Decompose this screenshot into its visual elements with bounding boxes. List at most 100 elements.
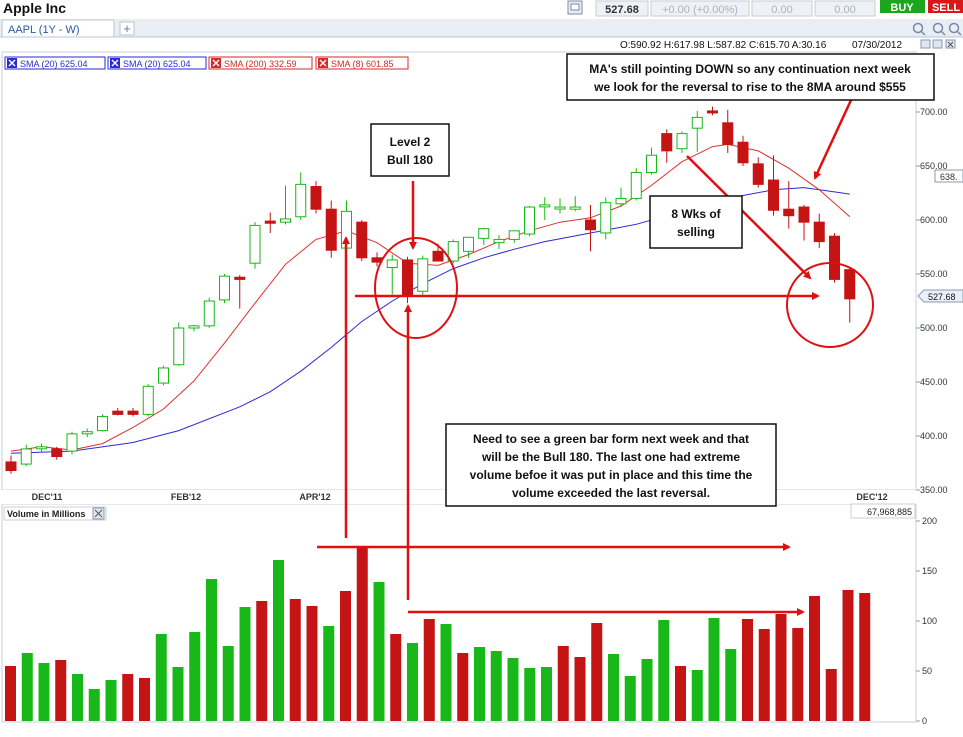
candle <box>691 110 703 152</box>
candle <box>752 157 764 188</box>
candle-body-down <box>752 163 764 185</box>
volume-bar <box>557 646 569 721</box>
candle-body-up <box>219 275 230 301</box>
candle <box>798 204 810 241</box>
print-icon[interactable] <box>567 0 583 15</box>
volume-bar <box>608 654 619 721</box>
callout-selling-line1: 8 Wks of <box>671 207 721 221</box>
volume-bar <box>574 657 586 721</box>
candle <box>569 196 581 212</box>
panel-close-icon[interactable] <box>945 39 956 49</box>
candle-body-up <box>97 416 108 432</box>
indicator-sma8-label: SMA (8) 601.85 <box>331 59 394 69</box>
volume-close-icon[interactable] <box>92 507 105 520</box>
candle <box>325 200 337 258</box>
candle-body-down <box>264 220 276 224</box>
candle-body-up <box>66 433 78 452</box>
callout-ma-line1: MA's still pointing DOWN so any continua… <box>589 62 911 76</box>
indicator-sma20-a[interactable]: SMA (20) 625.04 <box>4 56 106 70</box>
volume-bar <box>541 667 552 721</box>
candle <box>127 407 139 417</box>
candle <box>707 106 718 116</box>
volume-bar <box>289 599 301 721</box>
callout-green-bar-line2: will be the Bull 180. The last one had e… <box>481 450 740 464</box>
candle <box>844 267 856 323</box>
volume-bar <box>825 669 837 721</box>
candle <box>356 220 368 262</box>
candle-body-up <box>36 446 47 450</box>
candle <box>783 181 795 229</box>
candle-body-down <box>737 141 749 164</box>
candle-body-down <box>844 269 856 300</box>
volume-bar <box>172 667 184 721</box>
callout-green-bar-line4: volume exceeded the last reversal. <box>512 486 710 500</box>
price-tick-label: 700.00 <box>920 107 948 117</box>
candle <box>417 255 429 295</box>
volume-bar <box>356 546 368 721</box>
date-tick-label: DEC'11 <box>32 492 63 502</box>
sell-button[interactable]: SELL <box>928 0 963 14</box>
indicator-sma200[interactable]: SMA (200) 332.59 <box>208 56 313 70</box>
tab-strip <box>0 19 963 37</box>
candle <box>203 297 215 328</box>
candle <box>295 172 307 220</box>
panel-maximize-icon[interactable] <box>932 39 943 49</box>
candle-body-up <box>646 154 657 173</box>
add-tab-button[interactable]: + <box>119 21 135 36</box>
candle <box>264 212 276 233</box>
volume-bar <box>792 628 804 721</box>
volume-tick-label: 150 <box>922 566 937 576</box>
candle-body-down <box>356 221 368 259</box>
candle <box>81 428 93 438</box>
volume-bar <box>5 666 16 721</box>
volume-bar <box>189 632 201 721</box>
price-change: +0.00 (+0.00%) <box>662 4 738 16</box>
candle <box>234 275 246 309</box>
search-icon[interactable] <box>948 22 962 36</box>
candle-body-up <box>447 241 459 262</box>
volume-bar <box>691 670 703 721</box>
volume-bar <box>842 590 854 721</box>
reversal-circle-right <box>786 262 874 348</box>
panel-restore-icon[interactable] <box>920 39 931 49</box>
candle-body-up <box>81 431 93 435</box>
candle-body-down <box>112 410 124 415</box>
candle-body-up <box>524 206 535 235</box>
candle-body-up <box>463 236 474 252</box>
volume-tick-label: 0 <box>922 716 927 726</box>
volume-bars <box>5 546 871 721</box>
candle <box>661 129 673 163</box>
volume-bar <box>859 593 871 721</box>
zoom-out-icon[interactable] <box>932 22 946 36</box>
candle <box>478 227 490 245</box>
buy-button-label: BUY <box>890 2 914 14</box>
candle-body-up <box>20 448 32 465</box>
volume-bar <box>21 653 33 721</box>
candle-body-up <box>493 238 505 244</box>
date-tick-label: FEB'12 <box>171 492 201 502</box>
indicator-sma8[interactable]: SMA (8) 601.85 <box>315 56 409 70</box>
zoom-in-icon[interactable] <box>912 22 926 36</box>
volume-bar <box>809 596 820 721</box>
candle <box>676 131 688 154</box>
candle <box>493 235 505 250</box>
indicator-sma20-b[interactable]: SMA (20) 625.04 <box>107 56 207 70</box>
volume-bar <box>742 619 753 721</box>
callout-selling: 8 Wks of selling <box>649 195 743 249</box>
candle-body-up <box>630 171 642 199</box>
price-tick-label: 350.00 <box>920 485 948 495</box>
sma8-line <box>10 143 851 452</box>
candle <box>447 239 459 264</box>
callout-selling-line2: selling <box>677 225 715 239</box>
volume-bar <box>139 678 150 721</box>
candle-body-up <box>554 206 566 210</box>
candle <box>600 197 612 240</box>
indicator-sma200-label: SMA (200) 332.59 <box>224 59 297 69</box>
callout-green-bar: Need to see a green bar form next week a… <box>445 423 777 507</box>
candle <box>539 197 551 220</box>
price-tick-label: 650.00 <box>920 161 948 171</box>
tab-aapl[interactable]: AAPL (1Y - W) <box>1 19 115 38</box>
candle-body-up <box>508 230 520 240</box>
candle <box>813 213 825 249</box>
buy-button[interactable]: BUY <box>880 0 925 14</box>
